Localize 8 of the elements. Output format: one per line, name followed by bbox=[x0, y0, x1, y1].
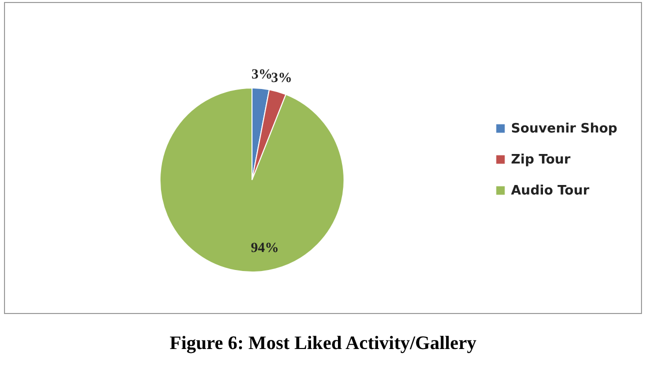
pie-slice bbox=[160, 88, 344, 272]
data-label: 3% bbox=[271, 71, 292, 86]
data-label: 3% bbox=[251, 67, 272, 82]
legend-label: Audio Tour bbox=[511, 184, 590, 198]
data-label: 94% bbox=[250, 240, 279, 256]
legend-label: Souvenir Shop bbox=[511, 122, 618, 136]
legend-label: Zip Tour bbox=[511, 152, 572, 168]
text: Figure 6: Most Liked Activity/Gallery bbox=[170, 333, 477, 354]
